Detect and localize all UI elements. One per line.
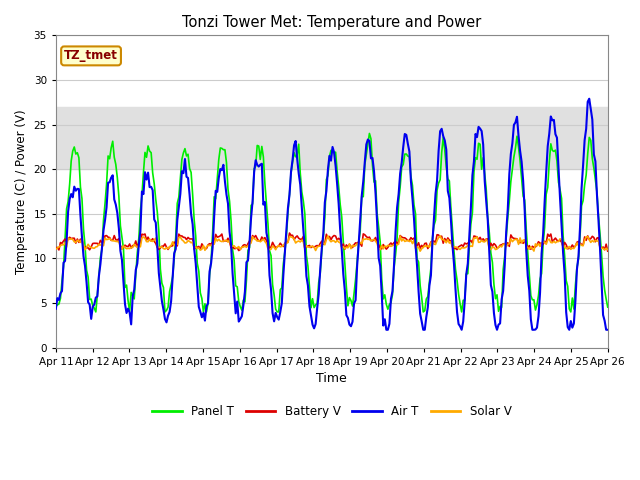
- Air T: [52, 306, 60, 312]
- Panel T: [576, 234, 584, 240]
- Air T: [586, 96, 593, 102]
- Air T: [216, 166, 224, 172]
- Solar V: [576, 241, 584, 247]
- Solar V: [293, 239, 301, 244]
- Battery V: [285, 230, 293, 236]
- Line: Panel T: Panel T: [56, 133, 608, 312]
- X-axis label: Time: Time: [316, 372, 347, 385]
- Panel T: [365, 131, 373, 136]
- Solar V: [52, 246, 60, 252]
- Solar V: [604, 247, 612, 252]
- Y-axis label: Temperature (C) / Power (V): Temperature (C) / Power (V): [15, 109, 28, 274]
- Solar V: [416, 248, 424, 254]
- Line: Solar V: Solar V: [56, 236, 608, 251]
- Panel T: [246, 245, 253, 251]
- Battery V: [120, 244, 127, 250]
- Panel T: [92, 309, 100, 315]
- Battery V: [604, 248, 612, 254]
- Text: TZ_tmet: TZ_tmet: [64, 49, 118, 62]
- Solar V: [235, 244, 243, 250]
- Panel T: [295, 141, 303, 147]
- Air T: [575, 253, 582, 259]
- Battery V: [244, 241, 252, 247]
- Panel T: [604, 304, 612, 310]
- Line: Battery V: Battery V: [56, 233, 608, 251]
- Panel T: [218, 145, 226, 151]
- Air T: [604, 327, 612, 333]
- Solar V: [436, 233, 444, 239]
- Battery V: [235, 248, 243, 253]
- Panel T: [121, 285, 129, 290]
- Battery V: [575, 239, 582, 244]
- Title: Tonzi Tower Met: Temperature and Power: Tonzi Tower Met: Temperature and Power: [182, 15, 481, 30]
- Solar V: [120, 243, 127, 249]
- Panel T: [236, 304, 244, 310]
- Battery V: [216, 233, 224, 239]
- Solar V: [244, 243, 252, 249]
- Air T: [383, 327, 390, 333]
- Panel T: [52, 303, 60, 309]
- Air T: [244, 258, 252, 264]
- Line: Air T: Air T: [56, 99, 608, 330]
- Solar V: [216, 238, 224, 244]
- Air T: [120, 278, 127, 284]
- Battery V: [52, 245, 60, 251]
- Air T: [293, 156, 301, 162]
- Air T: [235, 319, 243, 324]
- Legend: Panel T, Battery V, Air T, Solar V: Panel T, Battery V, Air T, Solar V: [147, 400, 516, 423]
- Battery V: [295, 235, 303, 241]
- Bar: [56, 107, 608, 169]
